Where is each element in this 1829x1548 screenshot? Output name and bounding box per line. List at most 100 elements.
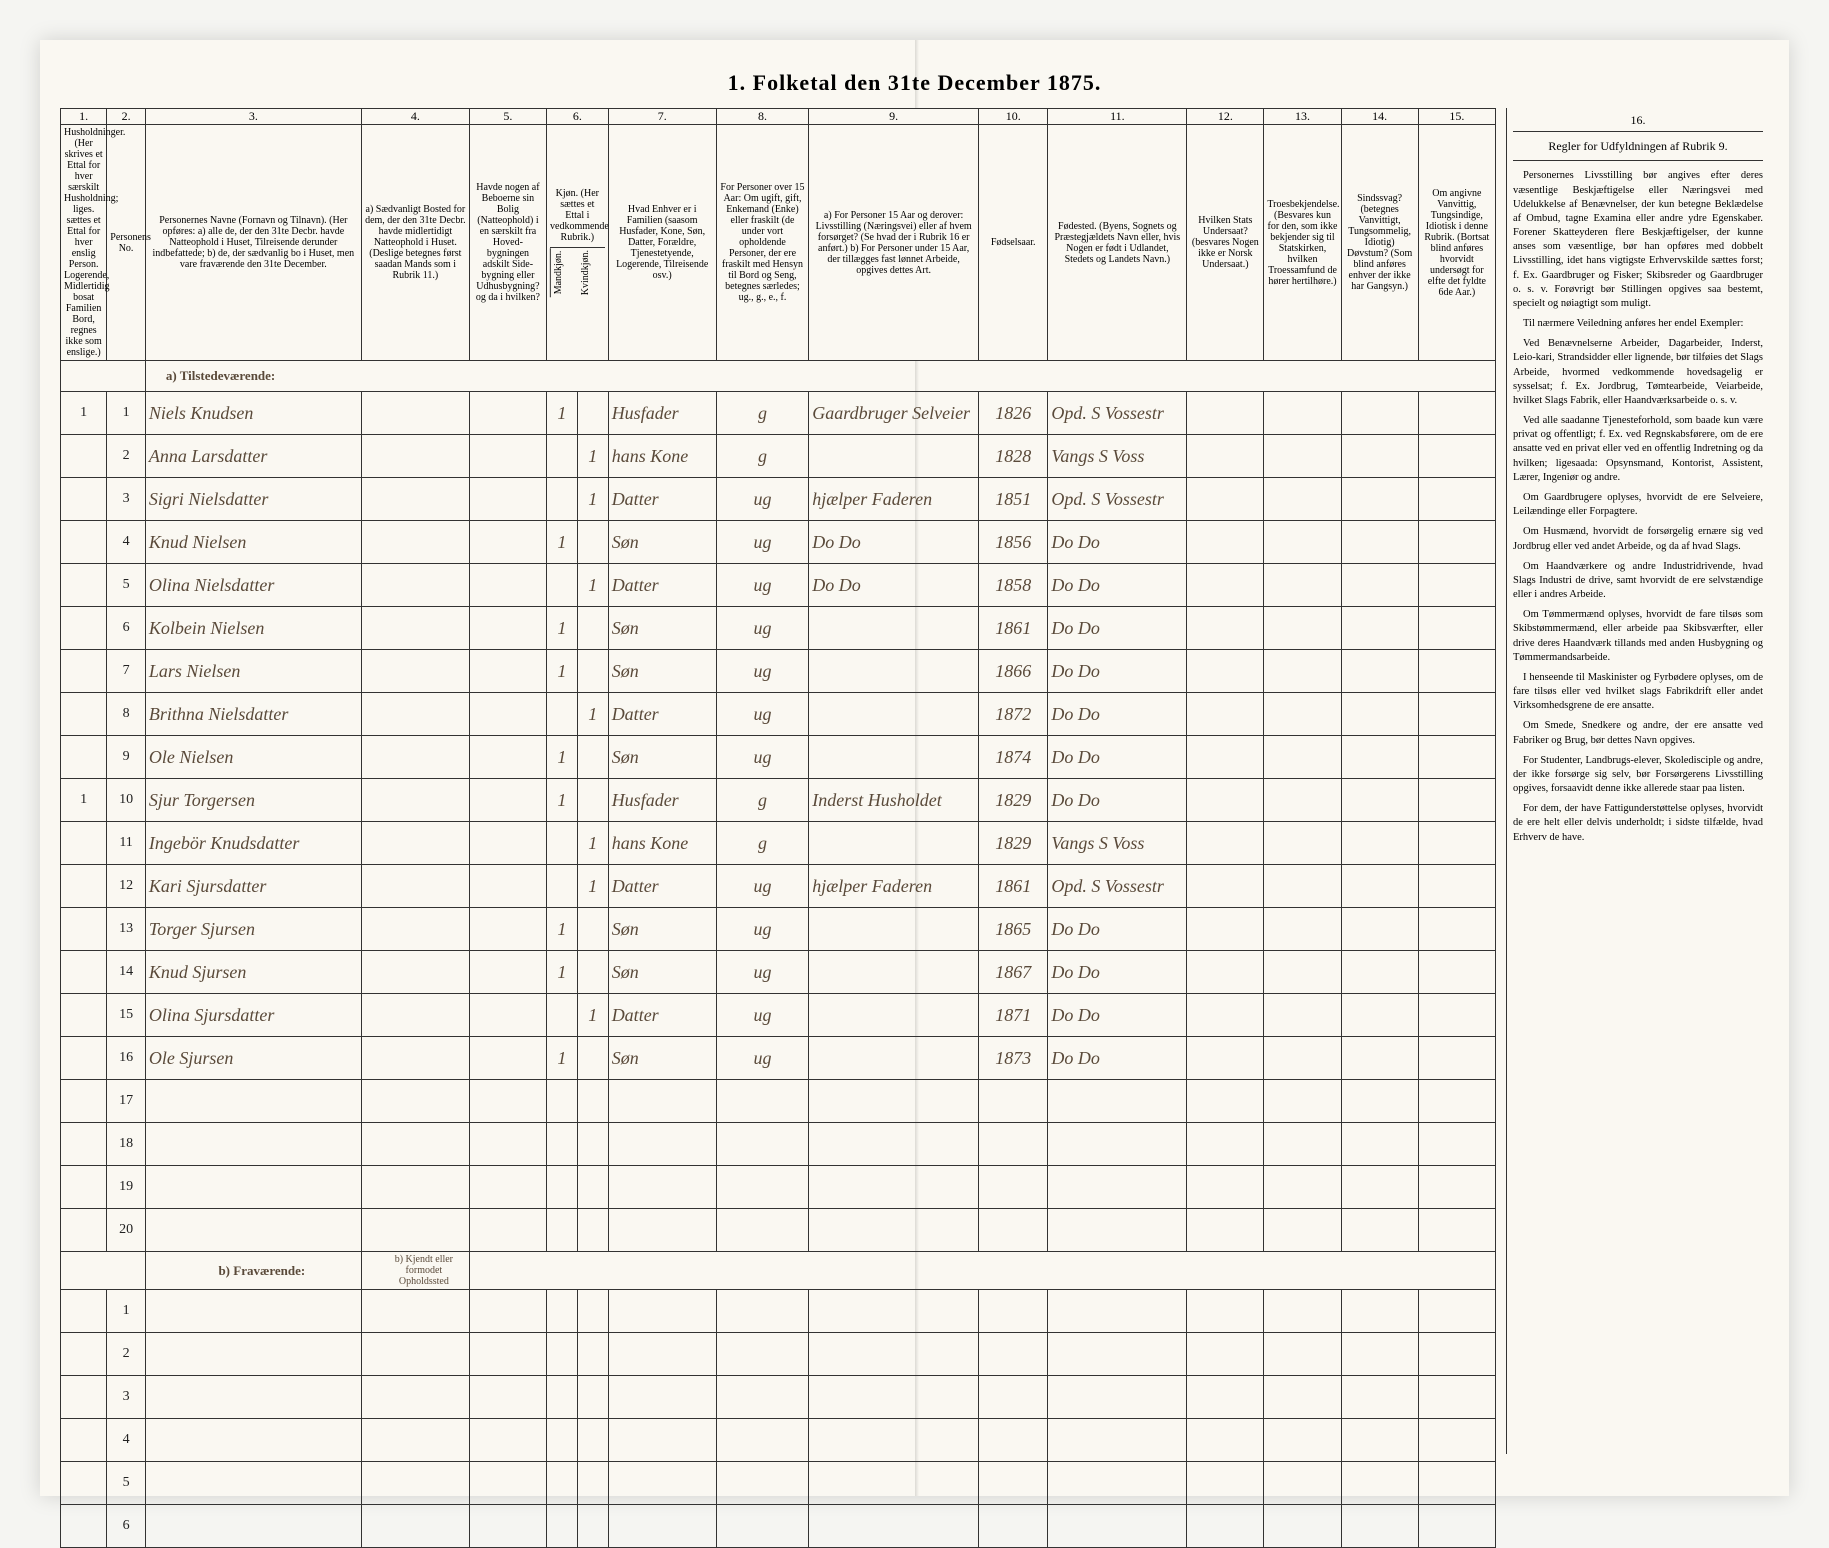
table-head: 1. 2. 3. 4. 5. 6. 7. 8. 9. 10. 11. 12. 1…: [61, 109, 1496, 361]
cell-family: Datter: [608, 564, 716, 607]
cell-household: [61, 1290, 107, 1333]
cell-male: [547, 865, 578, 908]
cell-household: [61, 693, 107, 736]
cell-sind: [1341, 564, 1418, 607]
cell-year: 1867: [979, 951, 1048, 994]
section-a-row: a) Tilstedeværende:: [61, 361, 1496, 392]
cell-empty: [1341, 1080, 1418, 1123]
cell-empty: [1418, 1166, 1495, 1209]
col-header: Personens No.: [107, 125, 146, 361]
cell-empty: [1187, 1333, 1264, 1376]
cell-household: [61, 1123, 107, 1166]
cell-place: Do Do: [1048, 779, 1187, 822]
cell-empty: [1341, 1333, 1418, 1376]
cell-empty: [716, 1209, 809, 1252]
cell-place: Do Do: [1048, 521, 1187, 564]
cell-empty: [809, 1505, 979, 1548]
cell-note: [1418, 1037, 1495, 1080]
cell-empty: [577, 1419, 608, 1462]
cell-family: Søn: [608, 521, 716, 564]
cell-family: Datter: [608, 693, 716, 736]
colnum: 5.: [469, 109, 546, 125]
cell-person-no: 3: [107, 478, 146, 521]
rules-paragraph: Ved alle saadanne Tjenesteforhold, som b…: [1513, 414, 1763, 485]
cell-name: Brithna Nielsdatter: [145, 693, 361, 736]
cell-faith: [1264, 693, 1341, 736]
cell-bosted: [361, 994, 469, 1037]
cell-female: [577, 392, 608, 435]
cell-bosted: [361, 822, 469, 865]
cell-name: Sigri Nielsdatter: [145, 478, 361, 521]
cell-bolig: [469, 392, 546, 435]
column-number-row: 1. 2. 3. 4. 5. 6. 7. 8. 9. 10. 11. 12. 1…: [61, 109, 1496, 125]
cell-empty: [608, 1209, 716, 1252]
cell-civil: ug: [716, 951, 809, 994]
cell-household: [61, 521, 107, 564]
cell-household: [61, 435, 107, 478]
cell-male: 1: [547, 392, 578, 435]
cell-household: [61, 951, 107, 994]
cell-civil: g: [716, 779, 809, 822]
table-row: 7Lars Nielsen1Sønug1866Do Do: [61, 650, 1496, 693]
table-row-empty: 17: [61, 1080, 1496, 1123]
cell-faith: [1264, 607, 1341, 650]
cell-bosted: [361, 435, 469, 478]
cell-female: [577, 521, 608, 564]
cell-person-no: 17: [107, 1080, 146, 1123]
col-header: Hvilken Stats Undersaat? (besvares Nogen…: [1187, 125, 1264, 361]
cell-state: [1187, 650, 1264, 693]
cell-empty: [1048, 1376, 1187, 1419]
cell-male: [547, 564, 578, 607]
cell-male: 1: [547, 650, 578, 693]
cell-occupation: [809, 1037, 979, 1080]
cell-male: [547, 994, 578, 1037]
cell-state: [1187, 607, 1264, 650]
cell-household: [61, 1333, 107, 1376]
table-row: 5Olina Nielsdatter1DatterugDo Do1858Do D…: [61, 564, 1496, 607]
colnum: 4.: [361, 109, 469, 125]
col-header: Fødested. (Byens, Sognets og Præstegjæld…: [1048, 125, 1187, 361]
cell-household: [61, 865, 107, 908]
cell-household: 1: [61, 392, 107, 435]
table-row: 8Brithna Nielsdatter1Datterug1872Do Do: [61, 693, 1496, 736]
cell-occupation: hjælper Faderen: [809, 478, 979, 521]
cell-empty: [547, 1166, 578, 1209]
cell-empty: [1418, 1080, 1495, 1123]
cell-year: 1872: [979, 693, 1048, 736]
table-row: 2Anna Larsdatter1hans Koneg1828Vangs S V…: [61, 435, 1496, 478]
col-header: Havde nogen af Beboerne sin Bolig (Natte…: [469, 125, 546, 361]
cell-empty: [577, 1080, 608, 1123]
table-row-empty: 6: [61, 1505, 1496, 1548]
cell-empty: [1187, 1376, 1264, 1419]
cell-empty: [547, 1462, 578, 1505]
cell-empty: [1418, 1419, 1495, 1462]
cell-empty: [1187, 1462, 1264, 1505]
cell-person-no: 4: [107, 1419, 146, 1462]
col-header: Om angivne Vanvittig, Tungsindige, Idiot…: [1418, 125, 1495, 361]
cell-note: [1418, 435, 1495, 478]
cell-empty: [361, 1505, 469, 1548]
cell-female: [577, 908, 608, 951]
cell-empty: [809, 1123, 979, 1166]
cell-empty: [361, 1333, 469, 1376]
cell-year: 1861: [979, 865, 1048, 908]
table-row: 14Knud Sjursen1Sønug1867Do Do: [61, 951, 1496, 994]
rules-paragraph: I henseende til Maskinister og Fyrbødere…: [1513, 671, 1763, 714]
cell-place: Do Do: [1048, 564, 1187, 607]
cell-sind: [1341, 607, 1418, 650]
cell-empty: [361, 1123, 469, 1166]
table-row: 4Knud Nielsen1SønugDo Do1856Do Do: [61, 521, 1496, 564]
cell-faith: [1264, 951, 1341, 994]
cell-empty: [809, 1166, 979, 1209]
colnum: 14.: [1341, 109, 1418, 125]
table-row-empty: 1: [61, 1290, 1496, 1333]
cell-bosted: [361, 736, 469, 779]
section-a-label: a) Tilstedeværende:: [145, 361, 1495, 392]
cell-bolig: [469, 693, 546, 736]
cell-household: [61, 650, 107, 693]
cell-empty: [809, 1462, 979, 1505]
cell-female: [577, 779, 608, 822]
rules-paragraph: Om Gaardbrugere oplyses, hvorvidt de ere…: [1513, 491, 1763, 519]
col-header: Personernes Navne (Fornavn og Tilnavn). …: [145, 125, 361, 361]
cell-family: Søn: [608, 650, 716, 693]
